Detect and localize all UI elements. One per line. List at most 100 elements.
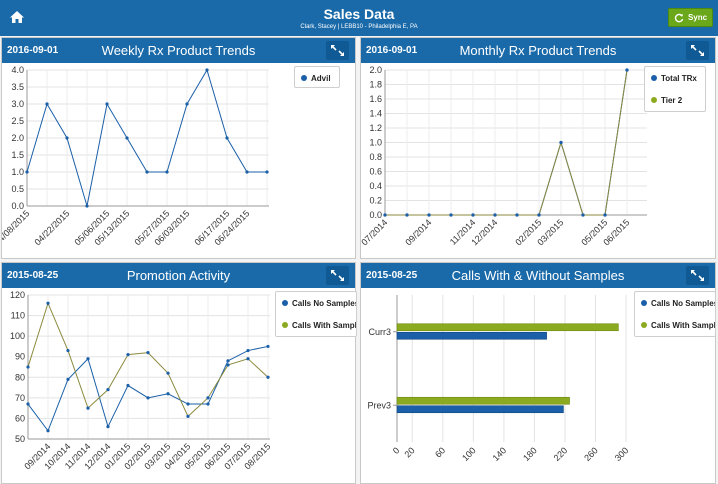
y-tick-label: 3.0 — [11, 99, 24, 109]
expand-button[interactable] — [326, 41, 349, 60]
y-tick-label: 0.0 — [11, 201, 24, 211]
x-tick-label: 60 — [433, 445, 447, 459]
data-point — [66, 348, 70, 353]
chart-legend: Total TRx Tier 2 — [644, 66, 706, 112]
legend-label: Calls With Samples — [651, 320, 716, 330]
y-tick-label: 0.2 — [369, 196, 382, 206]
sync-label: Sync — [687, 13, 708, 22]
home-icon[interactable] — [9, 9, 25, 25]
app-header: Sales Data Clark, Stacey | LEBB10 - Phil… — [0, 0, 718, 36]
user-subtitle: Clark, Stacey | LEBB10 - Philadelphia E,… — [300, 24, 418, 30]
panel-title: Weekly Rx Product Trends — [101, 43, 256, 58]
expand-button[interactable] — [686, 266, 709, 285]
y-tick-label: 2.0 — [11, 133, 24, 143]
y-tick-label: 1.0 — [11, 167, 24, 177]
data-point — [186, 414, 190, 418]
legend-item-total-trx[interactable]: Total TRx — [645, 67, 705, 89]
data-point — [105, 102, 109, 106]
data-point — [603, 213, 607, 217]
data-point — [246, 348, 250, 353]
data-point — [126, 353, 130, 357]
x-tick-label: 09/2014 — [403, 217, 433, 247]
y-tick-label: 1.4 — [369, 109, 382, 119]
y-tick-label: 0.4 — [369, 181, 382, 191]
legend-marker — [641, 322, 647, 328]
bar-with-samples — [396, 396, 570, 405]
data-point — [65, 136, 69, 140]
data-point — [165, 170, 169, 174]
y-tick-label: 110 — [11, 311, 25, 321]
chart-legend: Calls No Samples Calls With Samples — [275, 291, 357, 337]
series-line — [385, 69, 628, 216]
y-tick-label: 50 — [15, 434, 25, 444]
data-point — [86, 406, 90, 410]
weekly-rx-panel: 2016-09-01 Weekly Rx Product Trends 0.0 0… — [1, 37, 356, 259]
data-point — [186, 402, 190, 406]
y-tick-label: Curr3 — [368, 327, 391, 337]
panel-title: Monthly Rx Product Trends — [459, 43, 617, 58]
data-point — [625, 68, 629, 72]
data-point — [106, 425, 110, 429]
legend-item-tier-2[interactable]: Tier 2 — [645, 89, 705, 111]
y-tick-label: 0.5 — [11, 184, 24, 194]
panel-date: 2015-08-25 — [7, 270, 59, 281]
data-point — [45, 102, 49, 106]
data-point — [266, 344, 270, 349]
expand-icon — [691, 45, 704, 56]
expand-icon — [331, 45, 344, 56]
panel-date: 2016-09-01 — [7, 45, 59, 56]
legend-item-calls-with-samples[interactable]: Calls With Samples — [635, 314, 715, 336]
expand-button[interactable] — [686, 41, 709, 60]
panel-header: 2015-08-25 Promotion Activity — [2, 263, 355, 288]
data-point — [125, 136, 129, 140]
legend-marker — [651, 75, 657, 81]
data-point — [515, 213, 519, 217]
data-point — [166, 392, 170, 396]
y-tick-label: 90 — [15, 352, 25, 362]
legend-item-calls-with-samples[interactable]: Calls With Samples — [276, 314, 356, 336]
monthly-rx-chart: 0.0 0.2 0.4 0.6 0.8 1.0 1.2 1.4 1.6 1.8 2.0 07/2014… — [361, 65, 647, 247]
legend-item-calls-no-samples[interactable]: Calls No Samples — [635, 292, 715, 314]
chart-legend: Calls No Samples Calls With Samples — [634, 291, 716, 337]
data-point — [26, 365, 30, 369]
data-point — [146, 351, 150, 355]
panel-header: 2016-09-01 Weekly Rx Product Trends — [2, 38, 355, 63]
bar-with-samples — [396, 323, 619, 332]
legend-item-calls-no-samples[interactable]: Calls No Samples — [276, 292, 356, 314]
y-tick-label: 4.0 — [11, 65, 24, 75]
y-tick-label: 0.0 — [369, 210, 382, 220]
y-tick-label: 70 — [15, 393, 25, 403]
data-point — [537, 213, 541, 217]
x-tick-label: 100 — [460, 445, 478, 463]
data-point — [493, 213, 497, 217]
data-point — [145, 170, 149, 174]
data-point — [126, 383, 130, 388]
data-point — [85, 204, 89, 208]
legend-label: Total TRx — [661, 73, 697, 83]
promotion-activity-chart: 506070809010011012009/201410/201411/2014… — [10, 290, 272, 471]
bar-no-samples — [396, 405, 564, 414]
data-point — [383, 213, 387, 217]
x-tick-label: 20 — [403, 445, 417, 459]
expand-icon — [331, 270, 344, 281]
monthly-rx-panel: 2016-09-01 Monthly Rx Product Trends 0.0… — [360, 37, 716, 259]
legend-marker — [282, 300, 288, 306]
legend-item-advil[interactable]: Advil — [295, 67, 339, 87]
legend-label: Tier 2 — [661, 95, 683, 105]
x-tick-label: 260 — [582, 445, 600, 463]
weekly-rx-chart: 0.0 0.5 1.0 1.5 2.0 2.5 3.0 3.5 4.0 04/08/2015 04/… — [2, 65, 269, 247]
expand-button[interactable] — [326, 266, 349, 285]
data-point — [246, 357, 250, 361]
legend-label: Calls With Samples — [292, 320, 357, 330]
x-tick-label: 04/22/2015 — [32, 208, 71, 247]
y-tick-label: Prev3 — [367, 400, 391, 410]
panel-header: 2015-08-25 Calls With & Without Samples — [361, 263, 715, 288]
bar-no-samples — [396, 331, 547, 340]
y-tick-label: 2.5 — [11, 116, 24, 126]
data-point — [206, 402, 210, 406]
data-point — [559, 140, 563, 145]
legend-marker — [301, 75, 307, 81]
sync-button[interactable]: Sync — [668, 8, 713, 27]
panel-title: Calls With & Without Samples — [451, 268, 625, 283]
data-point — [26, 402, 30, 406]
